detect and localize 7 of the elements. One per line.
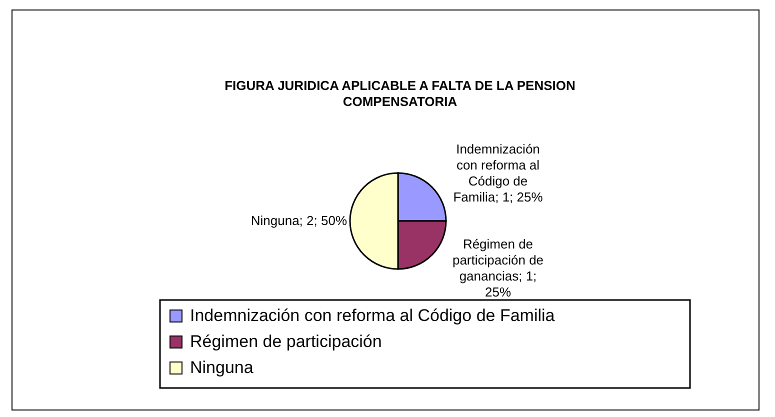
data-label: Indemnización con reforma al Código de Familia; 1; 25% (453, 141, 544, 204)
data-label: Régimen de participación de ganancias; 1; 25% (452, 236, 544, 300)
chart-title: FIGURA JURIDICA APLICABLE A FALTA DE LA PENSION COMPENSATORIA (224, 78, 576, 109)
legend-label: Indemnización con reforma al Código de Familia (190, 306, 556, 325)
legend-label: Ninguna (190, 358, 254, 377)
data-label: Ninguna; 2; 50% (250, 213, 348, 228)
legend-label: Régimen de participación (190, 332, 382, 351)
